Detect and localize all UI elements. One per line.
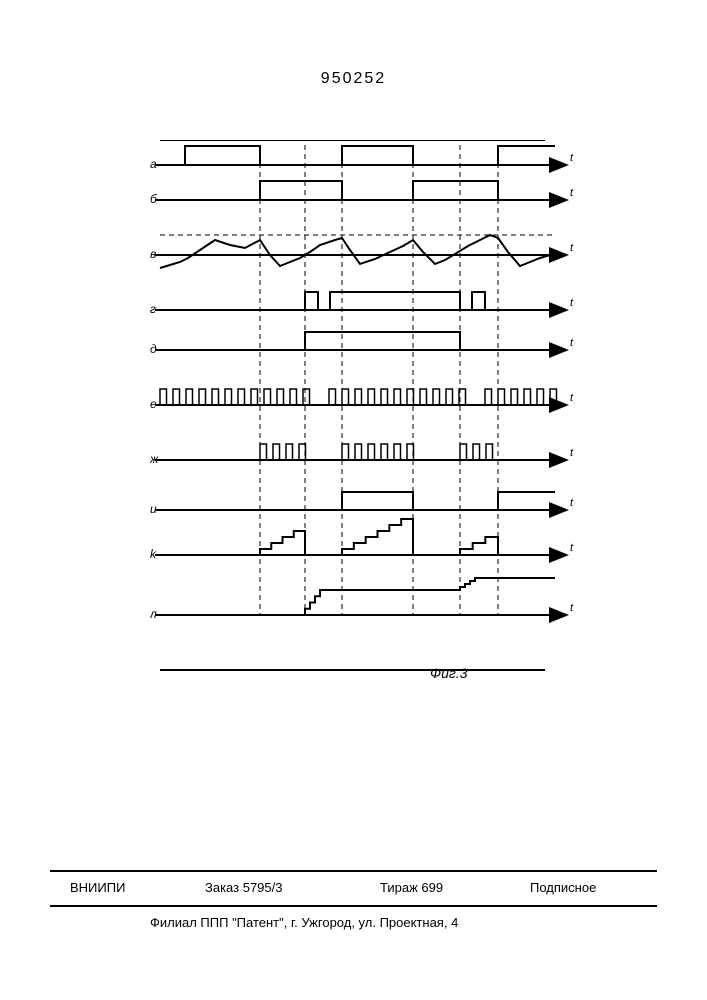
svg-text:е: е [150,397,157,411]
footer-address: Филиал ППП "Патент", г. Ужгород, ул. Про… [150,915,458,930]
svg-text:ж: ж [150,452,159,466]
footer-order: Заказ 5795/3 [205,880,282,895]
footer-org: ВНИИПИ [70,880,125,895]
svg-text:д: д [150,342,157,356]
svg-text:t: t [570,602,574,614]
svg-text:k: k [150,547,157,561]
svg-text:t: t [570,242,574,254]
svg-text:u: u [150,502,157,516]
footer-tirage: Тираж 699 [380,880,443,895]
svg-text:t: t [570,152,574,164]
footer-subscription: Подписное [530,880,596,895]
svg-text:t: t [570,297,574,309]
svg-text:t: t [570,497,574,509]
svg-text:а: а [150,157,157,171]
footer-divider-1 [50,870,657,872]
svg-text:t: t [570,337,574,349]
svg-text:t: t [570,542,574,554]
figure-label: Фиг.3 [430,665,468,681]
svg-text:t: t [570,447,574,459]
patent-number: 950252 [321,70,386,88]
page: 950252 tаtбtвtгtдtеtжtutktл Фиг.3 ВНИИПИ… [0,0,707,1000]
svg-text:л: л [150,607,157,621]
timing-diagram: tаtбtвtгtдtеtжtutktл Фиг.3 [150,140,550,780]
diagram-svg: tаtбtвtгtдtеtжtutktл [150,140,580,800]
footer-divider-2 [50,905,657,907]
svg-text:t: t [570,187,574,199]
svg-text:t: t [570,392,574,404]
svg-text:в: в [150,247,156,261]
svg-text:г: г [150,302,156,316]
